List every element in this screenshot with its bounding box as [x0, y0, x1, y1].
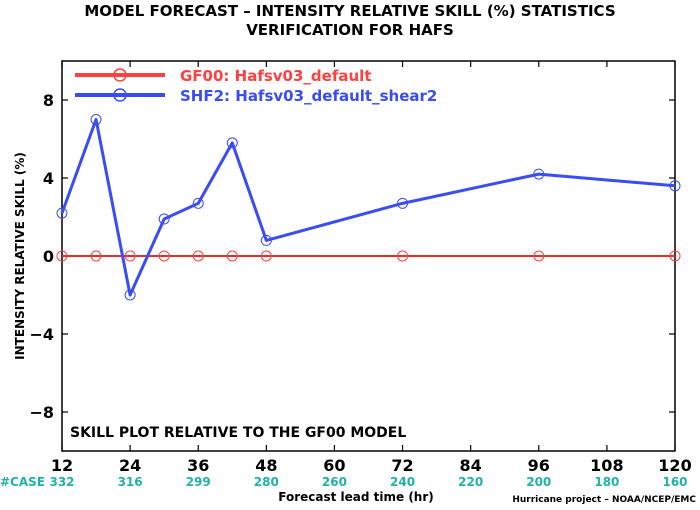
- y-tick-label: 8: [43, 91, 54, 110]
- y-axis-label: INTENSITY RELATIVE SKILL (%): [13, 152, 27, 360]
- x-tick-label: 12: [51, 456, 73, 475]
- data-point: [56, 250, 68, 262]
- data-point: [192, 250, 204, 262]
- data-point: [260, 250, 272, 262]
- data-point: [90, 114, 102, 125]
- case-count-label: 180: [594, 475, 619, 489]
- data-point: [124, 289, 136, 301]
- series-group: [56, 114, 681, 301]
- chart-title-line1: MODEL FORECAST – INTENSITY RELATIVE SKIL…: [84, 2, 615, 20]
- data-point: [158, 250, 170, 262]
- legend-label: SHF2: Hafsv03_default_shear2: [180, 87, 437, 105]
- data-point: [56, 207, 68, 219]
- case-count-label: 280: [254, 475, 279, 489]
- x-tick-label: 60: [323, 456, 345, 475]
- legend-label: GF00: Hafsv03_default: [180, 67, 371, 85]
- x-tick-label: 36: [187, 456, 209, 475]
- data-point: [397, 250, 409, 262]
- x-tick-label: 120: [658, 456, 691, 475]
- skill-annotation: SKILL PLOT RELATIVE TO THE GF00 MODEL: [70, 425, 406, 441]
- case-count-label: 160: [662, 475, 687, 489]
- x-tick-label: 48: [255, 456, 277, 475]
- series-line: [60, 118, 676, 297]
- cases-label: #CASE: [0, 475, 45, 489]
- data-point: [533, 168, 545, 180]
- data-point: [124, 250, 136, 262]
- y-tick-label: 4: [43, 169, 54, 188]
- y-tick-label: −4: [29, 325, 54, 344]
- data-point: [192, 197, 204, 209]
- case-count-label: 220: [458, 475, 483, 489]
- x-tick-label: 24: [119, 456, 141, 475]
- data-point: [158, 213, 170, 225]
- case-count-label: 316: [118, 475, 143, 489]
- x-tick-label: 96: [528, 456, 550, 475]
- case-count-label: 332: [49, 475, 74, 489]
- x-tick-label: 72: [391, 456, 413, 475]
- y-tick-label: −8: [29, 403, 54, 422]
- case-count-label: 240: [390, 475, 415, 489]
- data-point: [226, 250, 238, 262]
- legend-marker: [113, 88, 127, 102]
- data-point: [669, 250, 681, 262]
- case-count-label: 200: [526, 475, 551, 489]
- case-count-label: 299: [186, 475, 211, 489]
- data-point: [90, 250, 102, 262]
- data-point: [397, 197, 409, 209]
- credit-text: Hurricane project – NOAA/NCEP/EMC: [512, 495, 696, 505]
- x-tick-label: 84: [460, 456, 482, 475]
- data-point: [533, 250, 545, 262]
- series-group: [56, 250, 681, 262]
- legend-marker: [113, 68, 127, 82]
- x-tick-label: 108: [590, 456, 623, 475]
- chart-title-line2: VERIFICATION FOR HAFS: [246, 21, 454, 39]
- data-point: [226, 137, 238, 149]
- x-axis-label: Forecast lead time (hr): [278, 490, 434, 504]
- data-point: [260, 234, 272, 246]
- case-count-label: 260: [322, 475, 347, 489]
- y-tick-label: 0: [43, 247, 54, 266]
- data-point: [669, 180, 681, 192]
